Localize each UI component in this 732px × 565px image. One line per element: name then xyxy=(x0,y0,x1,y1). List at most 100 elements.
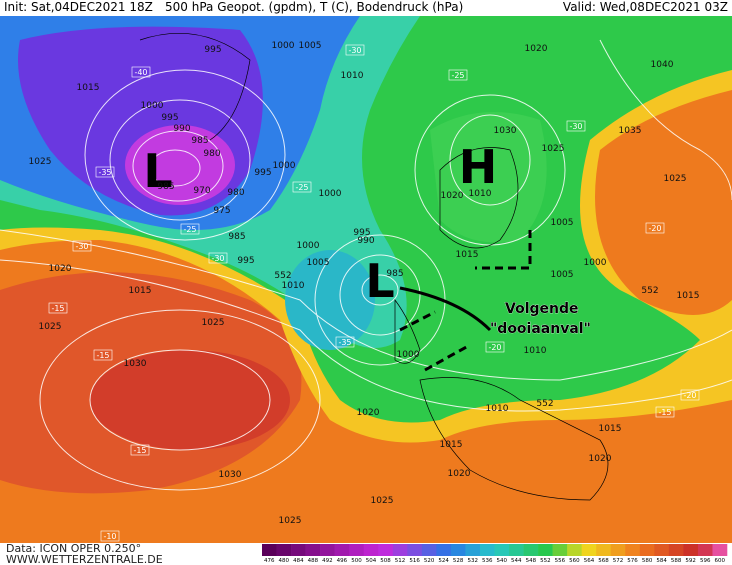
temperature-label: -25 xyxy=(451,71,464,80)
colorbar-label: 488 xyxy=(308,558,319,564)
field-dark-red xyxy=(90,350,290,450)
temperature-label: -25 xyxy=(183,225,196,234)
colorbar-label: 524 xyxy=(438,558,449,564)
colorbar-label: 592 xyxy=(685,558,696,564)
isobar-label: 1025 xyxy=(29,157,52,167)
annotation-arrows xyxy=(399,230,532,372)
colorbar-swatch xyxy=(552,544,568,556)
isobar-label: 1015 xyxy=(456,250,479,260)
colorbar-swatch xyxy=(596,544,612,556)
temperature-box xyxy=(485,341,505,353)
temperature-box xyxy=(131,66,151,78)
colorbar-label: 496 xyxy=(337,558,348,564)
dashed-arrow xyxy=(424,343,471,372)
isobar xyxy=(599,39,732,201)
front-arrow xyxy=(399,286,492,332)
init-time: Init: Sat,04DEC2021 18Z xyxy=(4,0,153,14)
colorbar-label: 484 xyxy=(293,558,304,564)
isobar-label: 980 xyxy=(203,149,220,159)
isobar-label: 1020 xyxy=(441,191,464,201)
isobar xyxy=(89,349,271,451)
annotation: Volgende xyxy=(505,301,579,317)
colorbar-label: 504 xyxy=(366,558,377,564)
isobar-label: 1025 xyxy=(542,144,565,154)
colorbar-swatch xyxy=(262,544,277,556)
colorbar-label: 580 xyxy=(642,558,653,564)
colorbar-label: 512 xyxy=(395,558,406,564)
temperature-box xyxy=(345,44,365,56)
colorbar-swatch xyxy=(509,544,524,556)
colorbar-swatch xyxy=(683,544,699,556)
colorbar-swatch xyxy=(523,544,539,556)
colorbar-label: 544 xyxy=(511,558,522,564)
coastline xyxy=(419,377,609,501)
isobar-label: 1025 xyxy=(202,318,225,328)
colorbar-swatch xyxy=(712,544,728,556)
isobar-label: 1020 xyxy=(357,408,380,418)
isobar-label: 1005 xyxy=(307,258,330,268)
colorbar-swatch xyxy=(538,544,553,556)
colorbar-label: 500 xyxy=(351,558,362,564)
valid-time: Valid: Wed,08DEC2021 03Z xyxy=(563,0,728,14)
colorbar-label: 576 xyxy=(627,558,638,564)
isobar-label: 1005 xyxy=(551,270,574,280)
site: WWW.WETTERZENTRALE.DE xyxy=(6,553,163,565)
isobar-label: 1030 xyxy=(124,359,147,369)
isobar xyxy=(449,114,531,206)
colorbar-label: 588 xyxy=(671,558,682,564)
colorbar-label: 508 xyxy=(380,558,391,564)
temperature-label: -30 xyxy=(75,242,88,251)
temperature-box xyxy=(566,120,586,132)
colorbar-label: 516 xyxy=(409,558,420,564)
colorbar-swatch xyxy=(407,544,423,556)
temperature-label: -10 xyxy=(103,532,116,541)
colorbar-swatch xyxy=(363,544,379,556)
isobar-label: 1000 xyxy=(584,258,607,268)
colorbar-label: 492 xyxy=(322,558,333,564)
isobar-label: 1000 xyxy=(319,189,342,199)
temperature-box xyxy=(645,222,665,234)
temperature-box xyxy=(655,406,675,418)
temperature-label: -15 xyxy=(51,304,64,313)
colorbar-swatch xyxy=(421,544,437,556)
map-title: 500 hPa Geopot. (gpdm), T (C), Bodendruc… xyxy=(165,0,463,14)
isobar xyxy=(84,69,286,241)
colorbar-swatch xyxy=(581,544,597,556)
isobar-label: 552 xyxy=(641,286,658,296)
isobar-label: 1025 xyxy=(371,496,394,506)
isobar-label: 1035 xyxy=(619,126,642,136)
colorbar-swatch xyxy=(450,544,466,556)
colorbar-swatch xyxy=(334,544,350,556)
colorbar-label: 540 xyxy=(497,558,508,564)
coastline xyxy=(394,298,421,364)
isobar-label: 995 xyxy=(254,168,271,178)
colorbar-label: 572 xyxy=(613,558,624,564)
temperature-box xyxy=(292,181,312,193)
isobar-label: 1005 xyxy=(551,218,574,228)
temperature-label: -40 xyxy=(134,68,147,77)
field xyxy=(0,16,732,543)
temperature-box xyxy=(93,349,113,361)
pressure-center: H xyxy=(459,140,498,194)
colorbar-swatch xyxy=(320,544,335,556)
colorbar-label: 520 xyxy=(424,558,435,564)
isobar xyxy=(361,274,399,306)
isobar-label: 1030 xyxy=(494,126,517,136)
isobar-label: 1010 xyxy=(282,281,305,291)
isobar-label: 975 xyxy=(213,206,230,216)
dashed-arrow xyxy=(399,310,436,332)
isobar-label: 995 xyxy=(237,256,254,266)
field-h xyxy=(430,112,547,243)
isobar-label: 1030 xyxy=(219,470,242,480)
pressure-center: L xyxy=(143,144,172,198)
isobar-label: 980 xyxy=(227,188,244,198)
colorbar-label: 596 xyxy=(700,558,711,564)
temperature-box xyxy=(48,302,68,314)
temperature-label: -35 xyxy=(338,338,351,347)
isobar-label: 1015 xyxy=(599,424,622,434)
isobar-label: 1015 xyxy=(77,83,100,93)
colorbar-label: 564 xyxy=(584,558,595,564)
colorbar-label: 568 xyxy=(598,558,609,564)
annotation: "dooiaanval" xyxy=(490,321,591,337)
